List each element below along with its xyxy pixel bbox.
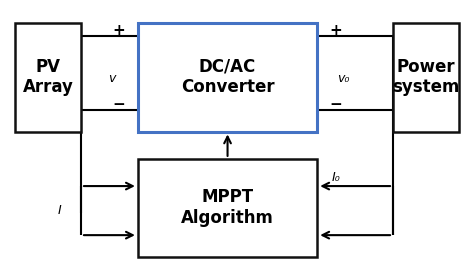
Bar: [138, 159, 318, 257]
Bar: [15, 22, 81, 132]
Text: +: +: [330, 23, 343, 38]
Text: v: v: [108, 72, 116, 85]
Text: −: −: [112, 97, 125, 112]
Text: Power
system: Power system: [392, 58, 460, 96]
Bar: [393, 22, 459, 132]
Text: I: I: [58, 204, 62, 217]
Text: +: +: [112, 23, 125, 38]
Text: MPPT
Algorithm: MPPT Algorithm: [181, 189, 274, 227]
Text: DC/AC
Converter: DC/AC Converter: [181, 58, 274, 96]
Bar: [138, 22, 318, 132]
Text: I₀: I₀: [332, 172, 341, 184]
Text: v₀: v₀: [337, 72, 349, 85]
Text: −: −: [330, 97, 343, 112]
Text: PV
Array: PV Array: [23, 58, 73, 96]
